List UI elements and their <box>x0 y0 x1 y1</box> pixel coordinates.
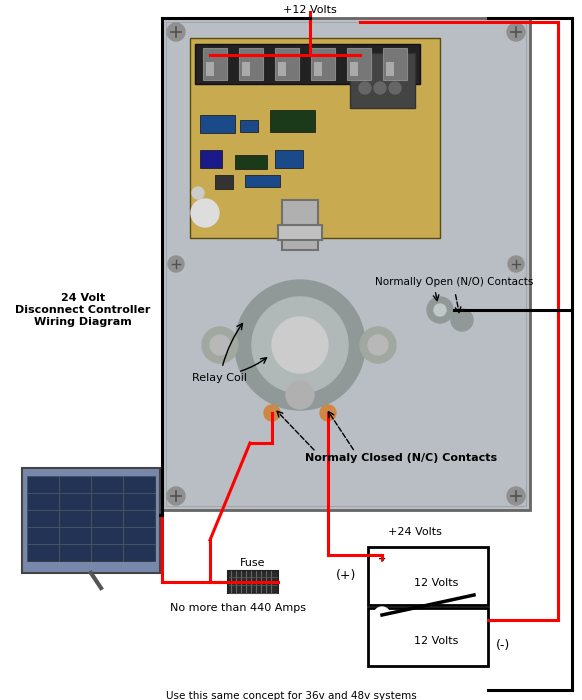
Text: Fuse: Fuse <box>240 558 266 568</box>
Circle shape <box>272 317 328 373</box>
Circle shape <box>507 487 525 505</box>
Text: 12 Volts: 12 Volts <box>414 636 458 646</box>
Text: 12 Volts: 12 Volts <box>414 578 458 588</box>
Circle shape <box>368 335 388 355</box>
Circle shape <box>252 297 348 393</box>
Bar <box>200 150 222 168</box>
Circle shape <box>374 607 390 623</box>
Circle shape <box>202 327 238 363</box>
Circle shape <box>466 647 482 663</box>
Bar <box>278 225 322 240</box>
Circle shape <box>264 405 280 421</box>
Circle shape <box>192 187 204 199</box>
Bar <box>383 48 407 80</box>
Bar <box>245 175 280 187</box>
Bar <box>386 62 394 76</box>
Bar <box>203 48 227 80</box>
Text: Normally Open (N/O) Contacts: Normally Open (N/O) Contacts <box>375 277 533 287</box>
Text: +: + <box>378 554 386 564</box>
Bar <box>190 38 440 238</box>
Circle shape <box>508 256 524 272</box>
Circle shape <box>210 335 230 355</box>
Circle shape <box>427 297 453 323</box>
Bar <box>270 110 315 132</box>
Text: (+): (+) <box>336 568 356 582</box>
Circle shape <box>191 199 219 227</box>
Bar <box>311 48 335 80</box>
Bar <box>350 53 415 108</box>
Bar <box>368 608 488 666</box>
Bar <box>282 200 318 250</box>
Text: +24 Volts: +24 Volts <box>388 527 442 537</box>
Bar <box>314 62 322 76</box>
Bar <box>162 18 530 510</box>
Bar <box>235 155 267 169</box>
Bar <box>195 44 420 84</box>
Bar <box>350 62 358 76</box>
Circle shape <box>202 327 238 363</box>
Circle shape <box>374 551 390 567</box>
Bar <box>206 62 214 76</box>
Bar <box>228 571 278 593</box>
Circle shape <box>168 256 184 272</box>
Text: Relay Coil: Relay Coil <box>192 373 247 383</box>
Text: No more than 440 Amps: No more than 440 Amps <box>170 603 306 613</box>
Bar <box>275 48 299 80</box>
Bar <box>215 175 233 189</box>
Circle shape <box>451 309 473 331</box>
Bar <box>200 115 235 133</box>
Bar <box>240 120 258 132</box>
Circle shape <box>359 82 371 94</box>
Circle shape <box>167 487 185 505</box>
Text: (-): (-) <box>496 638 510 652</box>
Bar <box>347 48 371 80</box>
Circle shape <box>360 327 396 363</box>
Bar <box>275 150 303 168</box>
Bar <box>166 22 526 506</box>
Text: Normaly Closed (N/C) Contacts: Normaly Closed (N/C) Contacts <box>305 453 497 463</box>
Bar <box>27 476 155 561</box>
Circle shape <box>374 82 386 94</box>
Bar <box>239 48 263 80</box>
Text: +12 Volts: +12 Volts <box>283 5 337 15</box>
Circle shape <box>286 381 314 409</box>
Circle shape <box>320 405 336 421</box>
Circle shape <box>235 280 365 410</box>
Bar <box>278 62 286 76</box>
Bar <box>242 62 250 76</box>
Circle shape <box>466 587 482 603</box>
Circle shape <box>507 23 525 41</box>
Circle shape <box>389 82 401 94</box>
Bar <box>368 547 488 605</box>
Circle shape <box>167 23 185 41</box>
Text: 24 Volt
Disconnect Controller
Wiring Diagram: 24 Volt Disconnect Controller Wiring Dia… <box>15 293 150 327</box>
Bar <box>22 468 160 573</box>
Text: Use this same concept for 36v and 48v systems: Use this same concept for 36v and 48v sy… <box>166 691 416 700</box>
Circle shape <box>434 304 446 316</box>
